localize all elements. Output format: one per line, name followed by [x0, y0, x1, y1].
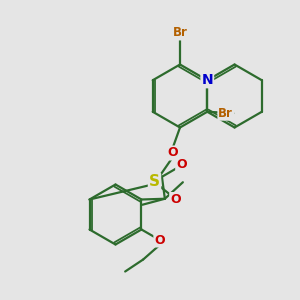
Text: Br: Br [218, 107, 233, 120]
Text: O: O [170, 193, 181, 206]
Text: Br: Br [172, 26, 188, 40]
Text: N: N [202, 73, 213, 87]
Text: S: S [149, 174, 160, 189]
Text: O: O [167, 146, 178, 160]
Text: O: O [154, 233, 165, 247]
Text: O: O [176, 158, 187, 172]
